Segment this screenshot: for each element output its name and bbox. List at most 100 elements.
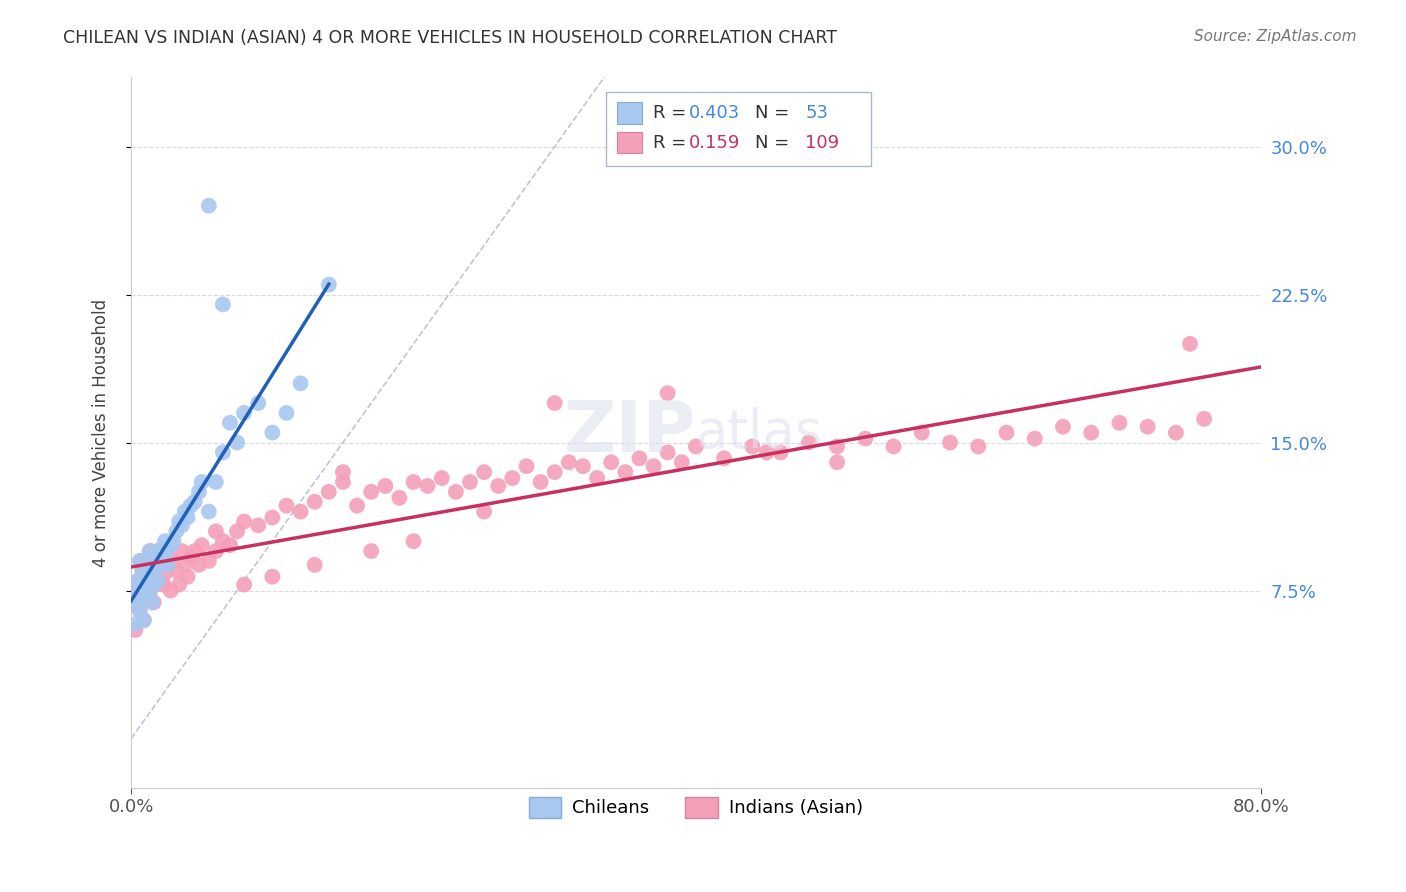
Point — [1052, 419, 1074, 434]
Point — [190, 475, 212, 489]
Bar — [617, 103, 641, 124]
Point — [135, 570, 157, 584]
Point — [148, 558, 170, 572]
Point — [156, 558, 179, 572]
Point — [247, 518, 270, 533]
Point — [825, 440, 848, 454]
Point — [544, 396, 567, 410]
Point — [741, 440, 763, 454]
Point — [132, 613, 155, 627]
Point — [643, 459, 665, 474]
Point — [128, 603, 150, 617]
Text: 109: 109 — [806, 134, 839, 152]
Point — [262, 425, 284, 440]
Point — [430, 471, 453, 485]
Point — [290, 505, 312, 519]
Point — [134, 582, 156, 596]
Point — [138, 585, 160, 599]
Point — [149, 542, 172, 557]
Point — [143, 577, 166, 591]
Point — [247, 396, 270, 410]
Point — [212, 445, 235, 459]
Point — [165, 524, 187, 539]
Point — [145, 546, 167, 560]
Point — [187, 484, 209, 499]
Point — [304, 558, 326, 572]
Point — [129, 590, 152, 604]
Point — [486, 479, 509, 493]
Text: R =: R = — [652, 134, 697, 152]
Point — [131, 564, 153, 578]
Point — [558, 455, 581, 469]
Point — [155, 544, 177, 558]
Point — [142, 577, 165, 591]
Text: 0.403: 0.403 — [689, 104, 741, 122]
Point — [346, 499, 368, 513]
Point — [198, 505, 221, 519]
Point — [318, 484, 340, 499]
Point — [127, 574, 149, 588]
Point — [1108, 416, 1130, 430]
Point — [1178, 336, 1201, 351]
Point — [472, 465, 495, 479]
Point — [141, 595, 163, 609]
Point — [219, 538, 242, 552]
FancyBboxPatch shape — [606, 92, 870, 166]
Text: 53: 53 — [806, 104, 828, 122]
Point — [129, 593, 152, 607]
Point — [173, 558, 195, 572]
Point — [853, 432, 876, 446]
Point — [138, 552, 160, 566]
Point — [1164, 425, 1187, 440]
Point — [515, 459, 537, 474]
Point — [173, 505, 195, 519]
Point — [183, 544, 205, 558]
Text: N =: N = — [755, 104, 789, 122]
Point — [138, 585, 160, 599]
Point — [138, 544, 160, 558]
Point — [374, 479, 396, 493]
Point — [148, 574, 170, 588]
Point — [769, 445, 792, 459]
Point — [276, 499, 298, 513]
Text: Source: ZipAtlas.com: Source: ZipAtlas.com — [1194, 29, 1357, 45]
Point — [143, 562, 166, 576]
Point — [167, 515, 190, 529]
Point — [205, 524, 228, 539]
Point — [146, 546, 169, 560]
Point — [318, 277, 340, 292]
Point — [226, 435, 249, 450]
Point — [176, 510, 198, 524]
Bar — [617, 132, 641, 153]
Point — [150, 549, 173, 564]
Point — [128, 554, 150, 568]
Point — [262, 510, 284, 524]
Point — [190, 538, 212, 552]
Point — [141, 567, 163, 582]
Point — [212, 534, 235, 549]
Point — [179, 499, 201, 513]
Point — [233, 577, 256, 591]
Point — [883, 440, 905, 454]
Point — [388, 491, 411, 505]
Point — [127, 590, 149, 604]
Point — [825, 455, 848, 469]
Point — [458, 475, 481, 489]
Point — [713, 451, 735, 466]
Point — [122, 598, 145, 612]
Point — [501, 471, 523, 485]
Point — [1136, 419, 1159, 434]
Point — [159, 583, 181, 598]
Point — [145, 562, 167, 576]
Legend: Chileans, Indians (Asian): Chileans, Indians (Asian) — [522, 789, 870, 825]
Point — [226, 524, 249, 539]
Point — [134, 558, 156, 572]
Point — [332, 465, 354, 479]
Point — [142, 595, 165, 609]
Point — [149, 558, 172, 572]
Point — [139, 544, 162, 558]
Point — [170, 518, 193, 533]
Point — [134, 583, 156, 598]
Point — [444, 484, 467, 499]
Point — [162, 534, 184, 549]
